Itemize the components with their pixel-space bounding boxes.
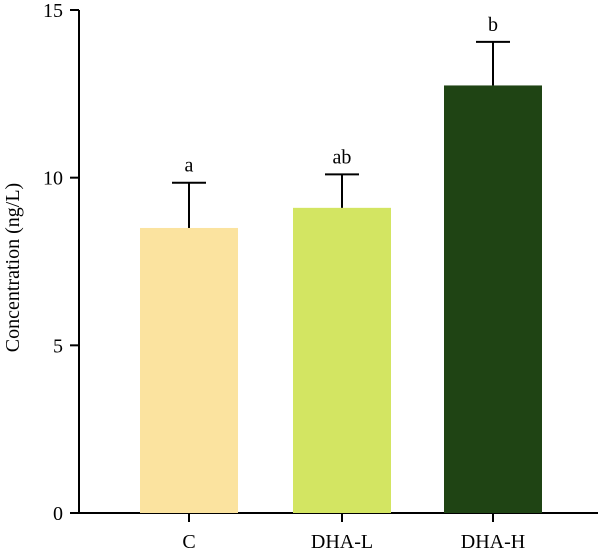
significance-label: b [488,14,498,36]
bar-dha-h [444,85,542,513]
labels: 0 5 10 15 Ca DHA-L ab DHA-H b [43,0,525,553]
x-tick-label: C [182,531,195,553]
significance-label: ab [333,146,352,168]
y-tick-label: 5 [53,335,63,357]
x-tick-label: DHA-H [461,531,525,553]
bar-c [140,227,238,513]
x-tick-label: DHA-L [311,531,373,553]
y-axis-label: Concentration (ng/L) [2,183,24,352]
bars [140,85,542,513]
bar-dha-l [293,207,391,513]
y-tick-label: 10 [43,168,63,190]
significance-label: a [185,155,194,177]
y-tick-label: 15 [43,0,63,22]
error-bars [172,40,510,228]
y-tick-label: 0 [53,503,63,525]
